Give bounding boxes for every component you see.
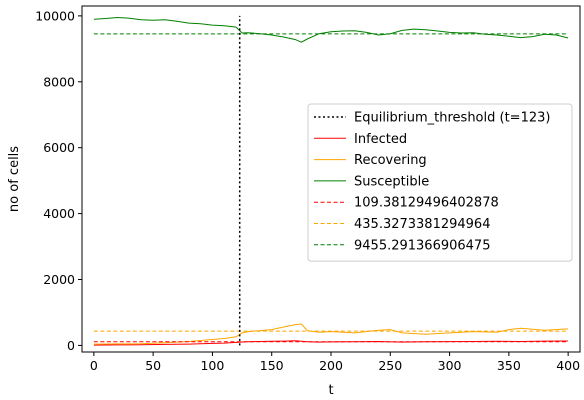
y-tick-label-6000: 6000	[43, 140, 75, 155]
legend-box	[307, 103, 573, 262]
x-tick-label-150: 150	[260, 358, 284, 373]
series-line-recovering	[93, 323, 569, 345]
x-tick-label-100: 100	[200, 358, 224, 373]
legend-label-4: Susceptible	[354, 174, 429, 189]
series-layer	[93, 15, 569, 346]
x-tick-label-250: 250	[378, 358, 402, 373]
y-tick-label-4000: 4000	[43, 206, 75, 221]
x-tick-label-200: 200	[319, 358, 343, 373]
y-tick-label-10000: 10000	[35, 8, 75, 23]
legend-label-7: 9455.291366906475	[354, 238, 490, 253]
axes-layer: 0 50 100 150 200 250 300 350 4000200040006000800…	[35, 5, 581, 373]
series-line-infected	[93, 340, 569, 346]
legend-label-1: Equilibrium_threshold (t=123)	[354, 111, 550, 126]
x-tick-label-50: 50	[145, 358, 161, 373]
legend: Equilibrium_threshold (t=123) Infected Rec…	[307, 103, 573, 262]
y-tick-label-0: 0	[67, 338, 75, 353]
y-axis-label: no of cells	[7, 146, 22, 212]
x-tick-label-300: 300	[438, 358, 462, 373]
legend-label-5: 109.38129496402878	[354, 196, 499, 211]
y-tick-label-8000: 8000	[43, 74, 75, 89]
legend-label-3: Recovering	[354, 153, 427, 168]
x-tick-label-0: 0	[90, 358, 98, 373]
x-axis-label: t	[328, 383, 333, 398]
x-tick-label-400: 400	[556, 358, 580, 373]
legend-label-6: 435.3273381294964	[354, 217, 490, 232]
y-tick-label-2000: 2000	[43, 272, 75, 287]
legend-label-2: Infected	[354, 132, 407, 147]
x-tick-label-350: 350	[497, 358, 521, 373]
